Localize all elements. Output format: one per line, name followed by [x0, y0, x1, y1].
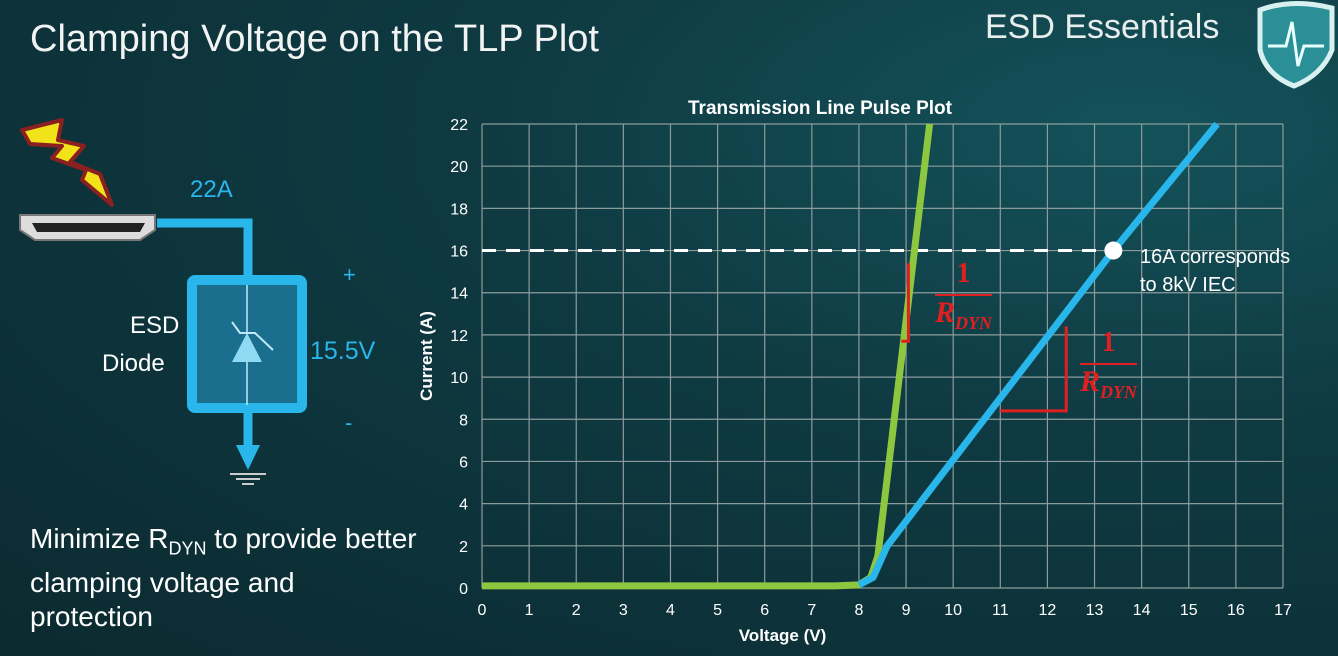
x-tick-label: 17 [1274, 602, 1292, 619]
y-axis-label: Current (A) [417, 311, 436, 401]
x-tick-label: 7 [807, 602, 816, 619]
y-tick-label: 16 [450, 244, 468, 261]
annotation-line2: to 8kV IEC [1140, 274, 1236, 296]
slide-title: Clamping Voltage on the TLP Plot [30, 18, 599, 60]
rdyn-subscript: DYN [955, 313, 993, 333]
note-subscript: DYN [168, 538, 207, 559]
y-tick-label: 20 [450, 159, 468, 176]
rdyn-symbol: R [1080, 365, 1101, 398]
slope-triangle-green [901, 263, 910, 343]
x-tick-label: 3 [619, 602, 628, 619]
y-tick-label: 10 [450, 370, 468, 387]
y-tick-label: 22 [450, 117, 468, 134]
annotation-line1: 16A corresponds [1140, 246, 1291, 268]
current-label: 22A [190, 176, 233, 203]
rdyn-numerator: 1 [1080, 327, 1138, 365]
x-tick-label: 14 [1133, 602, 1151, 619]
hdmi-port-icon [19, 214, 156, 241]
y-tick-label: 2 [459, 539, 468, 556]
esd-circuit-diagram [19, 118, 307, 485]
summary-note: Minimize RDYN to provide better clamping… [30, 522, 420, 634]
voltage-label: 15.5V [310, 337, 376, 365]
device-label-line2: Diode [102, 350, 165, 377]
rdyn-symbol: R [935, 296, 956, 329]
series-line-green [482, 123, 934, 590]
y-tick-label: 4 [459, 497, 468, 514]
y-tick-label: 18 [450, 201, 468, 218]
y-tick-label: 14 [450, 286, 468, 303]
y-tick-label: 6 [459, 454, 468, 471]
x-tick-label: 9 [902, 602, 911, 619]
x-tick-label: 11 [992, 602, 1009, 619]
series-line-blue [857, 121, 1220, 588]
marker-16a [1104, 241, 1123, 260]
lightning-icon [20, 118, 114, 207]
x-tick-label: 12 [1039, 602, 1057, 619]
y-tick-label: 12 [450, 328, 468, 345]
note-text: Minimize R [30, 523, 169, 554]
x-tick-label: 8 [854, 602, 863, 619]
x-tick-label: 0 [478, 602, 487, 619]
x-tick-label: 15 [1180, 602, 1198, 619]
y-tick-label: 0 [459, 581, 468, 598]
rdyn-label-green: 1 RDYN [935, 258, 993, 334]
x-tick-label: 4 [666, 602, 675, 619]
rdyn-subscript: DYN [1100, 382, 1138, 402]
rdyn-numerator: 1 [935, 258, 993, 296]
x-tick-label: 13 [1086, 602, 1104, 619]
x-tick-label: 6 [760, 602, 769, 619]
x-axis-label: Voltage (V) [739, 626, 827, 645]
x-tick-label: 5 [713, 602, 722, 619]
x-tick-label: 16 [1227, 602, 1245, 619]
shield-logo-icon [1257, 0, 1335, 89]
annotation: 16A corresponds to 8kV IEC [1140, 243, 1290, 299]
minus-sign: - [345, 410, 353, 435]
slope-triangle-blue [1000, 326, 1068, 413]
note-text-rest: to provide better clamping voltage and p… [30, 523, 417, 632]
device-label-line1: ESD [130, 312, 180, 339]
chart-title: Transmission Line Pulse Plot [688, 98, 952, 119]
brand-name: ESD Essentials [985, 8, 1220, 46]
x-tick-label: 2 [572, 602, 581, 619]
x-tick-label: 1 [525, 602, 534, 619]
y-tick-label: 8 [459, 412, 468, 429]
plus-sign: + [343, 262, 356, 287]
x-tick-label: 10 [944, 602, 962, 619]
rdyn-label-blue: 1 RDYN [1080, 327, 1138, 403]
